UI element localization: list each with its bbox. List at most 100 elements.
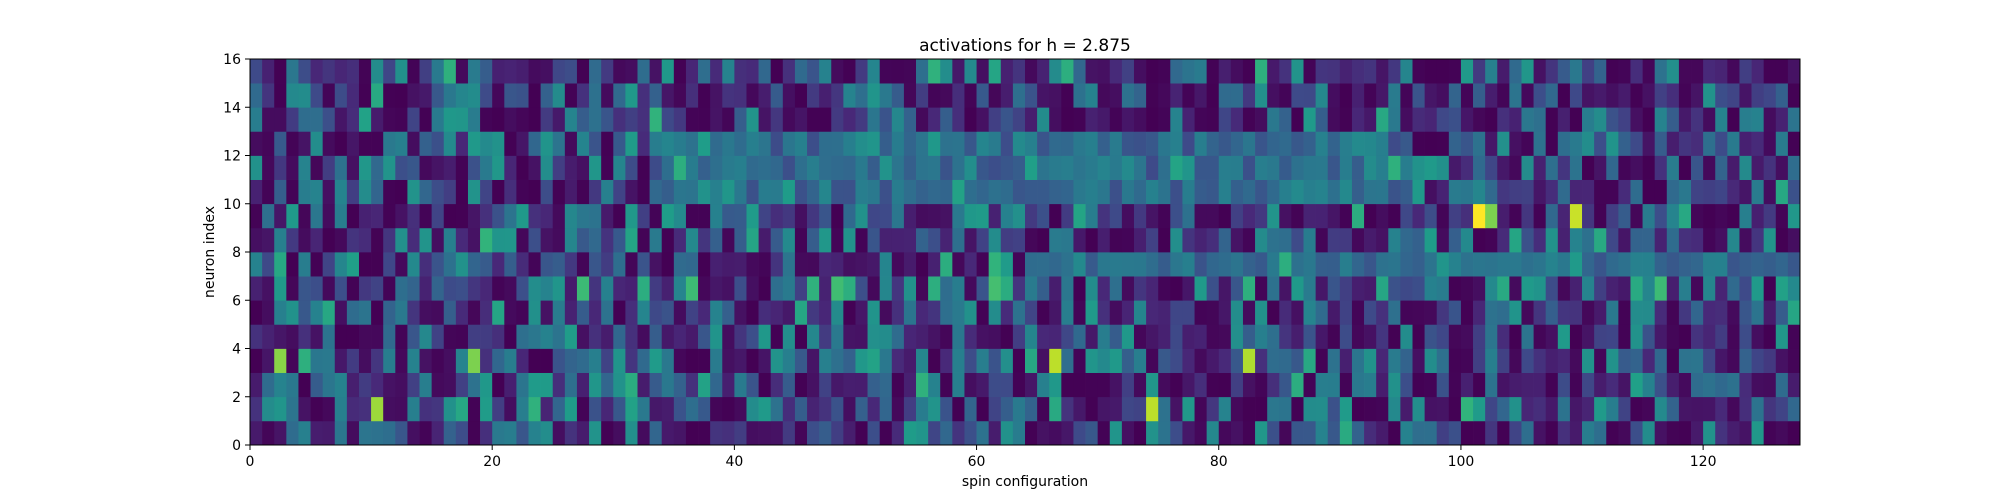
x-tick-label: 20 [483,454,501,470]
heatmap-cell [1158,203,1171,229]
heatmap-cell [262,396,275,422]
heatmap-cell [903,252,917,277]
heatmap-cell [1787,372,1801,398]
heatmap-cell [1061,203,1074,229]
heatmap-cell [649,252,663,277]
heatmap-cell [770,300,784,325]
heatmap-cell [613,227,626,253]
heatmap-cell [419,227,432,253]
heatmap-cell [1654,155,1668,180]
heatmap-cell [250,348,263,373]
heatmap-cell [952,179,965,205]
heatmap-cell [722,131,735,156]
heatmap-cell [504,203,517,229]
heatmap-cell [1109,227,1123,253]
heatmap-cell [879,131,893,156]
heatmap-cell [310,227,324,253]
heatmap-cell [1303,155,1316,180]
heatmap-cell [1448,420,1462,446]
heatmap-cell [480,276,493,301]
heatmap-cell [1230,276,1244,301]
heatmap-cell [1739,59,1752,84]
heatmap-cell [1485,396,1498,422]
heatmap-cell [673,276,687,301]
heatmap-cell [1460,372,1474,398]
heatmap-cell [528,276,541,301]
heatmap-cell [1303,372,1316,398]
heatmap-cell [589,324,602,349]
heatmap-cell [1121,179,1135,205]
heatmap-cell [1436,203,1450,229]
heatmap-cell [1787,59,1801,84]
heatmap-cell [1654,276,1668,301]
heatmap-cell [843,83,856,108]
heatmap-cell [552,203,566,229]
heatmap-cell [1703,372,1716,398]
heatmap-cell [1691,276,1704,301]
heatmap-cell [601,155,614,180]
heatmap-cell [407,83,420,108]
heatmap-cell [1715,348,1728,373]
heatmap-cell [988,107,1002,132]
heatmap-cell [649,59,663,84]
heatmap-cell [1715,59,1728,84]
heatmap-cell [758,179,772,205]
heatmap-cell [1666,300,1680,325]
heatmap-cell [1509,396,1522,422]
heatmap-cell [1327,107,1341,132]
heatmap-cell [552,155,566,180]
heatmap-cell [1751,107,1765,132]
heatmap-cell [1654,83,1668,108]
heatmap-cell [1339,372,1353,398]
heatmap-cell [698,179,711,205]
heatmap-cell [661,83,675,108]
heatmap-cell [1351,252,1365,277]
heatmap-cell [710,372,723,398]
heatmap-cell [1339,59,1353,84]
heatmap-cell [395,131,408,156]
heatmap-cell [601,300,614,325]
heatmap-cell [976,203,990,229]
heatmap-cell [1158,179,1171,205]
heatmap-cell [1061,276,1074,301]
heatmap-cell [1218,300,1232,325]
heatmap-cell [1218,155,1232,180]
heatmap-cell [1194,276,1207,301]
heatmap-cell [601,179,614,205]
heatmap-cell [1739,83,1752,108]
heatmap-cell [1000,252,1014,277]
heatmap-cell [250,179,263,205]
heatmap-cell [443,348,457,373]
heatmap-cell [1012,252,1026,277]
heatmap-cell [673,372,687,398]
heatmap-cell [746,179,759,205]
heatmap-cell [807,252,820,277]
heatmap-cell [1303,396,1316,422]
heatmap-cell [807,348,820,373]
heatmap-cell [685,324,699,349]
heatmap-cell [1557,396,1571,422]
heatmap-cell [589,227,602,253]
heatmap-cell [843,179,856,205]
heatmap-cell [722,252,735,277]
heatmap-cell [1787,131,1801,156]
heatmap-cell [346,300,360,325]
heatmap-cell [480,155,493,180]
heatmap-cell [1497,372,1510,398]
heatmap-cell [613,372,626,398]
heatmap-cell [928,276,941,301]
heatmap-cell [1521,324,1534,349]
heatmap-cell [564,396,578,422]
heatmap-cell [589,155,602,180]
heatmap-cell [855,59,868,84]
heatmap-cell [1691,227,1704,253]
heatmap-cell [1242,276,1256,301]
heatmap-cell [1715,396,1728,422]
heatmap-cell [298,252,311,277]
heatmap-cell [1739,372,1752,398]
heatmap-cell [1303,179,1316,205]
heatmap-cell [455,203,469,229]
heatmap-cell [1364,131,1377,156]
heatmap-cell [1763,300,1777,325]
heatmap-cell [322,227,336,253]
